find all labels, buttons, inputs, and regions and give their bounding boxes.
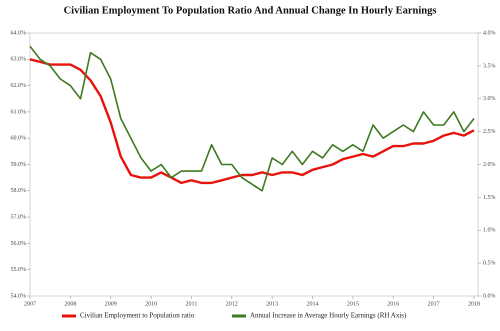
x-tick-label: 2018 bbox=[468, 301, 480, 307]
x-tick-label: 2011 bbox=[186, 301, 198, 307]
y-tick-label: 54.0% bbox=[11, 293, 27, 299]
y2-tick-label: 3.0% bbox=[483, 96, 496, 102]
x-tick-label: 2009 bbox=[105, 301, 117, 307]
y2-tick-label: 3.5% bbox=[483, 63, 496, 69]
y-tick-label: 61.0% bbox=[11, 109, 27, 115]
y-tick-label: 56.0% bbox=[11, 241, 27, 247]
legend-label: Civilian Employment to Population ratio bbox=[80, 312, 195, 320]
y-tick-label: 60.0% bbox=[11, 136, 27, 142]
y2-tick-label: 1.0% bbox=[483, 228, 496, 234]
x-tick-label: 2015 bbox=[347, 301, 359, 307]
y2-tick-label: 4.0% bbox=[483, 30, 496, 36]
y2-tick-label: 2.0% bbox=[483, 162, 496, 168]
y-tick-label: 62.0% bbox=[11, 83, 27, 89]
y2-tick-label: 0.5% bbox=[483, 261, 496, 267]
plot-frame bbox=[29, 32, 479, 297]
y-tick-label: 58.0% bbox=[11, 188, 27, 194]
y2-tick-label: 0.0% bbox=[483, 293, 496, 299]
x-tick-label: 2012 bbox=[226, 301, 238, 307]
legend-label: Annual Increase in Average Hourly Earnin… bbox=[250, 312, 407, 320]
series-line bbox=[29, 45, 475, 192]
x-tick-label: 2008 bbox=[64, 301, 76, 307]
chart-title: Civilian Employment To Population Ratio … bbox=[64, 5, 437, 16]
x-tick-label: 2007 bbox=[24, 301, 36, 307]
y-tick-label: 55.0% bbox=[11, 267, 27, 273]
y-tick-label: 59.0% bbox=[11, 162, 27, 168]
series-line bbox=[29, 58, 475, 185]
x-tick-label: 2016 bbox=[387, 301, 399, 307]
y-tick-label: 63.0% bbox=[11, 57, 27, 63]
x-tick-label: 2013 bbox=[266, 301, 278, 307]
x-tick-label: 2014 bbox=[307, 301, 319, 307]
y-tick-label: 57.0% bbox=[11, 214, 27, 220]
x-tick-label: 2017 bbox=[428, 301, 440, 307]
y-tick-label: 64.0% bbox=[11, 30, 27, 36]
x-tick-label: 2010 bbox=[145, 301, 157, 307]
y2-tick-label: 1.5% bbox=[483, 195, 496, 201]
y2-tick-label: 2.5% bbox=[483, 129, 496, 135]
